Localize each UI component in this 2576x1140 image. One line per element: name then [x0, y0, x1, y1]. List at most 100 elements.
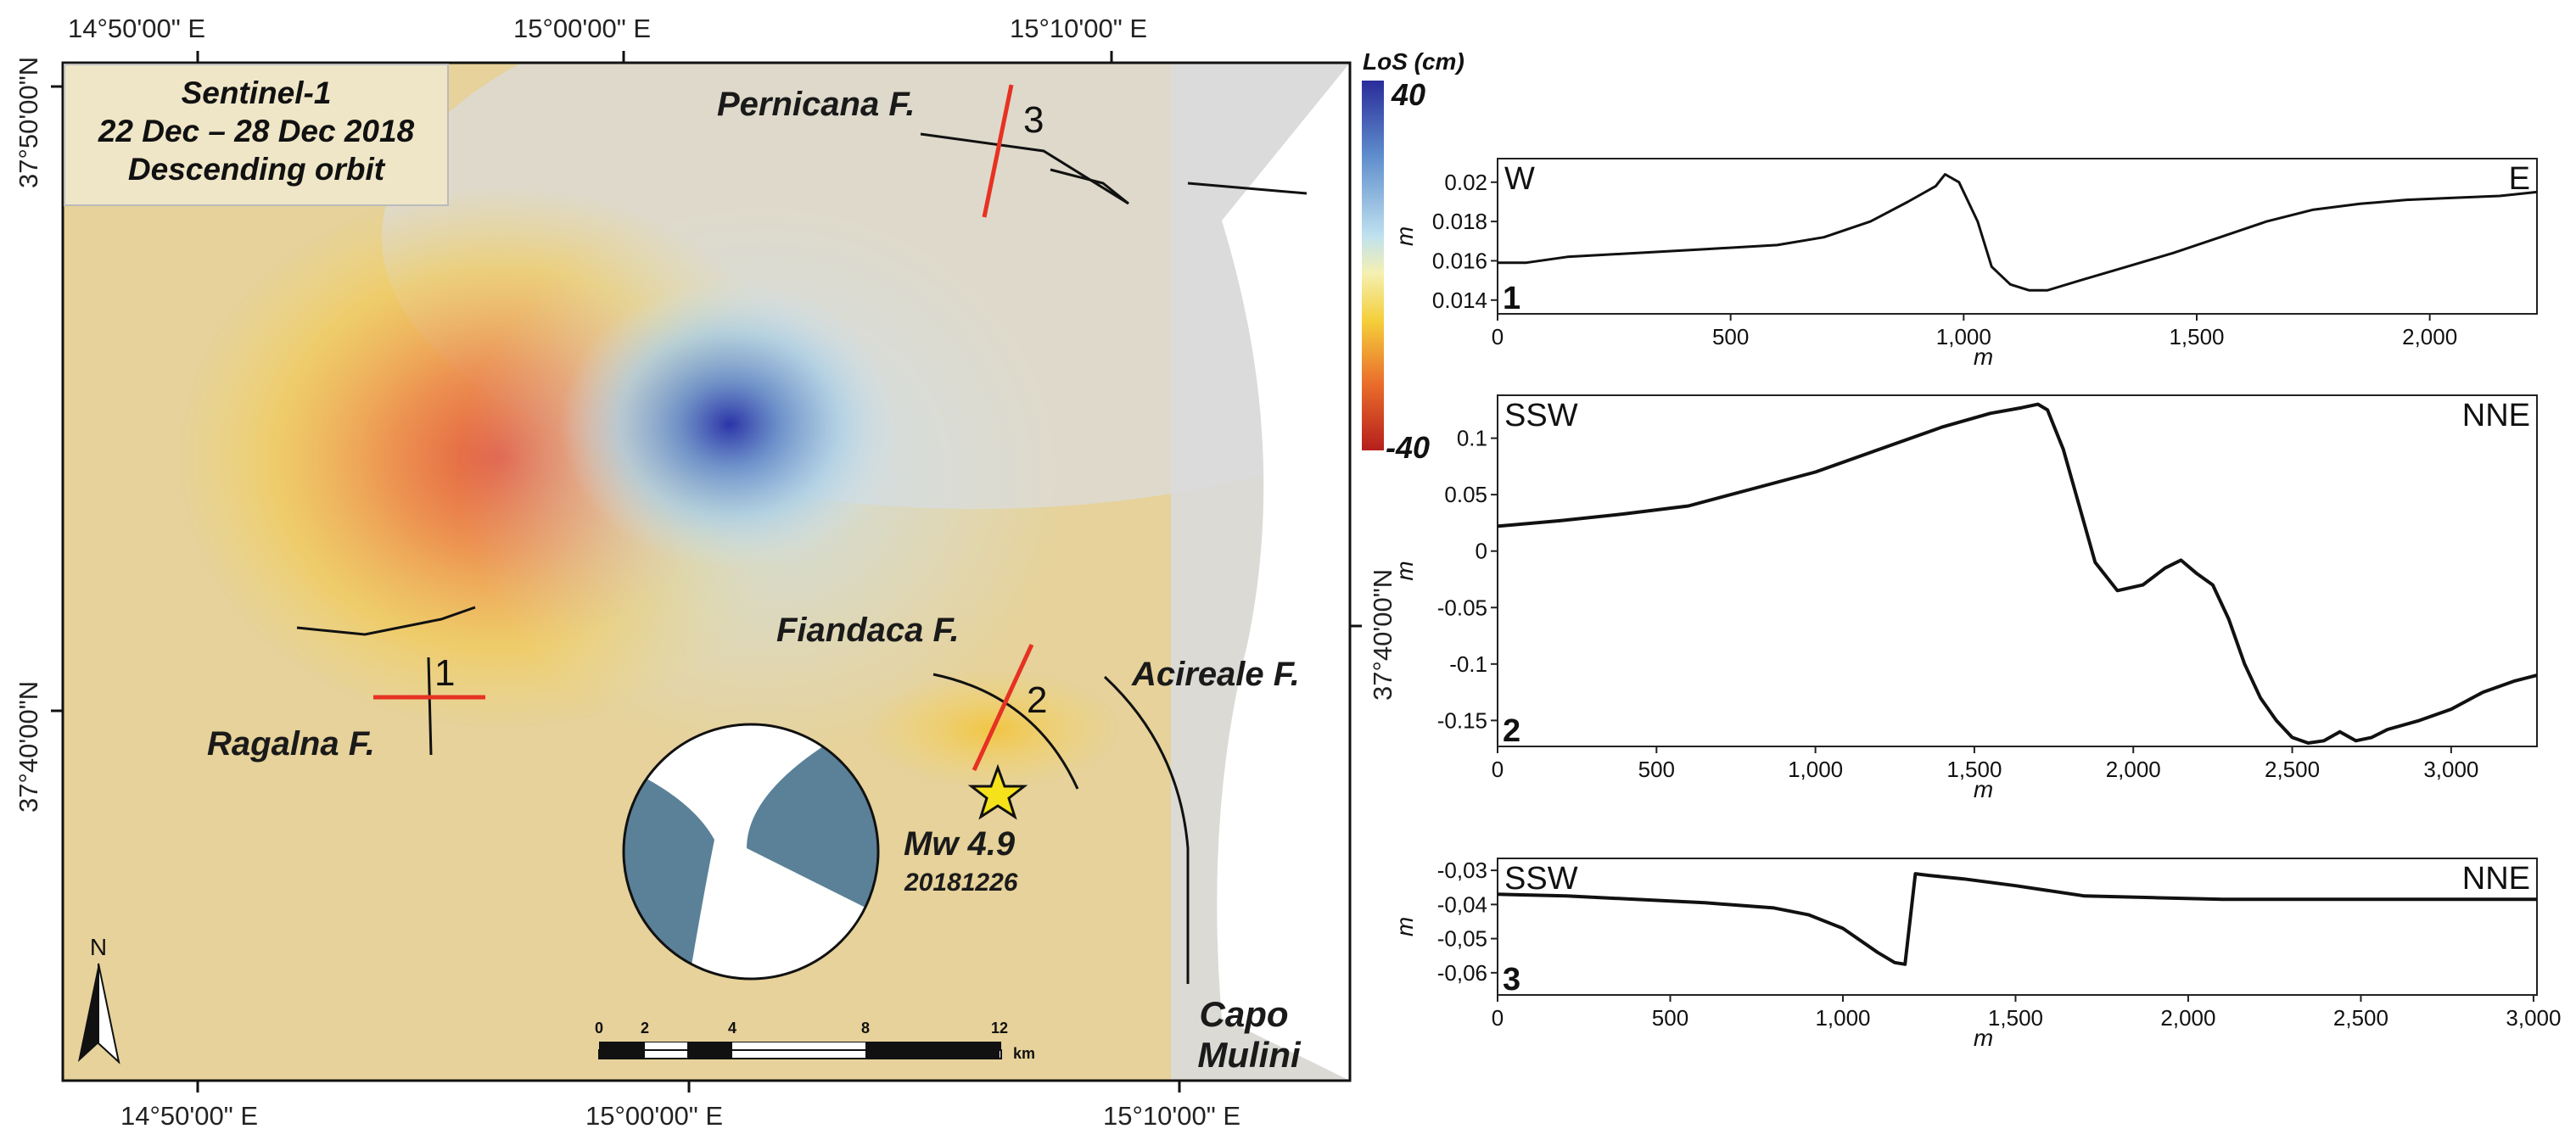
- x-tick-label: 3,000: [2423, 757, 2478, 782]
- epicenter-star-icon: [967, 763, 1028, 820]
- x-tick-label: 1,500: [1946, 757, 2002, 782]
- y-tick-label: -0,05: [1437, 926, 1487, 952]
- x-tick-label: 2,500: [2333, 1005, 2388, 1031]
- x-tick-label: 2,000: [2106, 757, 2161, 782]
- profile-marker-2: 2: [1027, 679, 1047, 721]
- label-ragalna-fault: Ragalna F.: [207, 725, 375, 763]
- x-axis-label: m: [1974, 1025, 1993, 1051]
- y-axis-label: m: [1392, 917, 1418, 936]
- profile-frame: [1497, 858, 2538, 996]
- y-axis-label: m: [1392, 226, 1418, 246]
- profile-series-line: [1498, 173, 2538, 292]
- profile-series-line: [1497, 402, 2538, 745]
- coord-top-1: 14°50'00" E: [68, 14, 205, 43]
- label-acireale-fault: Acireale F.: [1131, 656, 1300, 693]
- scale-bar: 0 2 4 8 12 km: [595, 1020, 1035, 1062]
- x-tick-label: 0: [1492, 757, 1504, 782]
- coord-bottom-1: 14°50'00" E: [120, 1101, 258, 1131]
- los-colorbar: LoS (cm) 40 -40: [1362, 48, 1464, 465]
- y-tick-label: 0.016: [1432, 248, 1487, 273]
- colorbar-title: LoS (cm): [1363, 48, 1464, 75]
- coord-left-1: 37°50'00"N: [14, 57, 43, 188]
- place-line-2: Mulini: [1197, 1035, 1302, 1075]
- direction-label-right: E: [2509, 161, 2530, 197]
- earthquake: Mw 4.9 20181226: [904, 763, 1028, 897]
- north-arrow-icon: [78, 964, 98, 1062]
- map-coordinates: 14°50'00" E 15°00'00" E 15°10'00" E 14°5…: [14, 14, 1397, 1131]
- coord-top-2: 15°00'00" E: [513, 14, 651, 43]
- y-tick-label: -0,06: [1437, 960, 1487, 986]
- x-tick-label: 3,000: [2506, 1005, 2561, 1031]
- profile-lines: [373, 84, 1034, 772]
- acireale-fault-trace: [1103, 675, 1190, 984]
- map-raster: [63, 63, 1350, 1081]
- coord-left-2: 37°40'00"N: [14, 681, 43, 813]
- label-pernicana-fault: Pernicana F.: [717, 86, 915, 123]
- x-tick-label: 0: [1492, 1005, 1504, 1031]
- info-dates: 22 Dec – 28 Dec 2018: [98, 114, 415, 148]
- x-tick-label: 500: [1712, 324, 1749, 349]
- x-tick-label: 2,500: [2265, 757, 2320, 782]
- scale-tick-12: 12: [991, 1020, 1008, 1037]
- label-fiandaca-fault: Fiandaca F.: [776, 612, 960, 649]
- y-tick-label: -0,04: [1437, 891, 1487, 917]
- y-tick-label: -0.15: [1437, 707, 1487, 733]
- info-orbit: Descending orbit: [128, 152, 386, 187]
- profile-series-line: [1497, 872, 2537, 966]
- x-tick-label: 2,000: [2160, 1005, 2215, 1031]
- x-tick-label: 1,000: [1936, 324, 1991, 349]
- y-tick-label: 0.02: [1444, 170, 1487, 195]
- profile-markers: 3 1 2: [434, 99, 1047, 721]
- direction-label-left: SSW: [1504, 398, 1578, 433]
- panel-number: 1: [1503, 281, 1520, 316]
- focal-mechanism-beachball: [622, 723, 880, 981]
- profile-chart-1: 0 500 1,000 1,500 2,000 0.014 0.016 0.018 0.02 m m…: [1392, 158, 2538, 370]
- map-frame: [61, 61, 1352, 1082]
- x-axis-label: m: [1974, 344, 1993, 370]
- panel-number: 3: [1503, 962, 1520, 998]
- y-axis-label: m: [1392, 561, 1418, 580]
- pernicana-fault-east: [1187, 182, 1308, 195]
- x-tick-label: 2,000: [2402, 324, 2457, 349]
- scale-tick-8: 8: [861, 1020, 870, 1037]
- y-tick-label: 0.018: [1432, 209, 1487, 234]
- fault-labels: Pernicana F. Fiandaca F. Acireale F. Rag…: [207, 86, 1300, 763]
- x-tick-label: 500: [1652, 1005, 1688, 1031]
- fiandaca-fault-trace: [932, 673, 1079, 790]
- y-tick-label: -0.1: [1449, 651, 1487, 677]
- x-tick-label: 1,000: [1815, 1005, 1870, 1031]
- profile-frame: [1497, 394, 2538, 747]
- y-tick-label: -0,03: [1437, 858, 1487, 883]
- scale-tick-2: 2: [641, 1020, 649, 1037]
- coord-bottom-2: 15°00'00" E: [585, 1101, 723, 1131]
- earthquake-magnitude: Mw 4.9: [904, 825, 1016, 863]
- place-line-1: Capo: [1200, 994, 1289, 1034]
- place-capo-mulini: Capo Mulini: [1197, 994, 1302, 1075]
- x-tick-label: 1,500: [2169, 324, 2224, 349]
- scale-unit: km: [1013, 1045, 1035, 1062]
- y-tick-label: 0.05: [1444, 482, 1487, 507]
- profile-marker-3: 3: [1023, 99, 1044, 141]
- direction-label-left: W: [1504, 161, 1535, 197]
- y-tick-label: 0.1: [1457, 426, 1487, 451]
- profile-chart-2: 0 500 1,000 1,500 2,000 2,500 3,000 -0.15 -0.1 -0…: [1392, 394, 2538, 802]
- map-graticule-ticks: [51, 51, 1362, 1092]
- x-axis-label: m: [1974, 776, 1993, 802]
- coord-bottom-3: 15°10'00" E: [1103, 1101, 1240, 1131]
- x-tick-label: 1,000: [1788, 757, 1843, 782]
- fault-traces: [296, 132, 1308, 984]
- y-tick-label: -0.05: [1437, 595, 1487, 620]
- scale-tick-4: 4: [728, 1020, 736, 1037]
- north-arrow-label: N: [90, 934, 107, 960]
- y-tick-label: 0: [1476, 539, 1487, 564]
- direction-label-left: SSW: [1504, 861, 1578, 897]
- scale-tick-0: 0: [595, 1020, 603, 1037]
- x-tick-label: 1,500: [1988, 1005, 2043, 1031]
- profile-line-3: [982, 84, 1014, 218]
- north-arrow: N: [78, 934, 120, 1065]
- profile-marker-1: 1: [434, 652, 455, 694]
- ragalna-fault-branch: [427, 657, 433, 756]
- info-satellite: Sentinel-1: [182, 75, 332, 110]
- pernicana-fault-branch: [1050, 168, 1129, 205]
